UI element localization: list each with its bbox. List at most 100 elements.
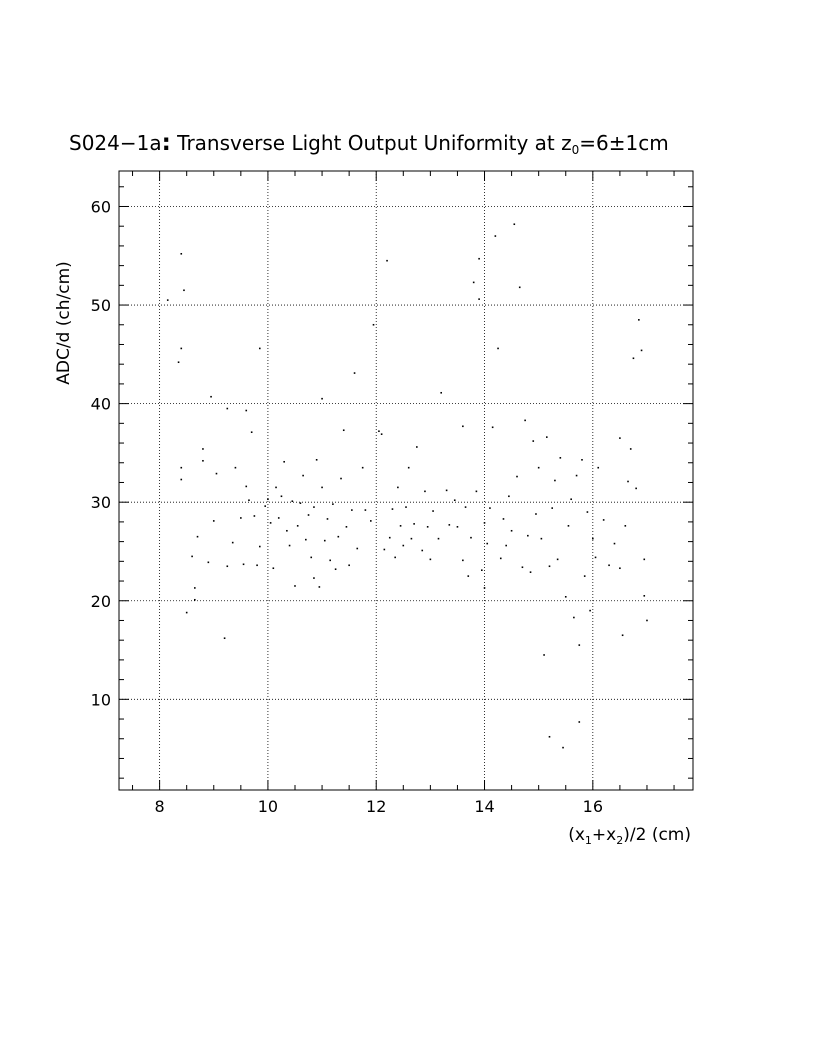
grid-lines [119,171,693,790]
data-point [245,409,248,412]
data-point [283,460,285,463]
data-point [494,235,497,237]
y-tick-label: 20 [91,592,111,611]
data-point [613,542,616,545]
data-point [275,486,277,489]
data-point [497,347,499,350]
data-point [191,555,193,558]
data-point [334,568,337,571]
data-point [643,558,646,561]
data-point [592,537,594,540]
data-points [166,223,648,749]
data-point [416,446,418,448]
data-point [397,486,399,489]
data-point [321,486,323,489]
data-point [296,525,299,527]
data-point [332,503,334,505]
data-point [288,544,291,547]
data-point [337,535,340,538]
data-point [318,586,321,588]
data-point [267,498,269,501]
y-tick-label: 60 [91,197,111,216]
data-point [302,474,304,477]
data-point [608,564,610,567]
data-point [508,495,510,498]
data-point [462,559,464,562]
data-point [234,466,237,469]
data-point [258,347,261,350]
data-point [453,499,456,502]
data-point [437,537,440,540]
data-point [567,525,570,527]
plot-frame [118,170,694,791]
data-point [280,495,283,498]
data-point [323,539,326,542]
data-point [223,637,226,640]
data-point [502,518,505,520]
data-point [562,746,564,749]
y-tick-label: 10 [91,690,111,709]
data-point [245,485,248,488]
data-point [510,529,513,532]
data-point [456,526,459,528]
data-point [516,475,518,478]
data-point [264,505,267,507]
data-point [619,567,621,570]
data-point [646,619,648,622]
data-point [537,466,540,469]
data-point [310,556,313,559]
data-point [372,323,375,326]
data-point [570,498,572,501]
data-point [253,515,256,517]
data-point [486,542,489,545]
x-tick-label: 16 [583,797,603,816]
data-point [564,596,567,598]
data-point [545,436,548,438]
data-point [307,514,310,516]
data-point [429,558,432,561]
x-tick-labels: 8 10 12 14 16 [155,797,603,816]
data-point [313,577,315,579]
data-point [231,541,234,544]
y-tick-labels: 10 20 30 40 50 60 [91,197,111,709]
data-point [248,499,250,502]
data-point [505,544,507,547]
data-point [635,487,637,490]
data-point [405,506,407,508]
x-tick-label: 12 [366,797,386,816]
data-point [472,281,475,284]
data-point [638,319,640,321]
data-point [399,525,402,527]
data-point [556,558,559,561]
data-point [554,479,556,482]
data-point [345,526,348,528]
data-point [329,559,331,562]
data-point [250,431,253,434]
data-point [578,721,581,723]
data-point [543,654,545,656]
data-point [548,735,551,738]
data-point [183,289,185,292]
data-point [166,299,169,301]
data-point [407,466,410,469]
data-point [448,524,451,526]
data-point [194,587,196,589]
data-point [578,644,581,646]
data-point [440,391,442,394]
data-point [640,349,643,352]
data-point [394,556,396,559]
data-point [315,459,318,461]
data-point [240,517,242,519]
data-point [619,437,621,439]
data-point [478,257,480,260]
data-point [294,585,296,587]
data-point [432,510,434,512]
data-point [388,536,391,539]
data-point [180,347,183,350]
data-point [624,525,627,527]
y-tick-label: 50 [91,296,111,315]
data-point [629,448,632,450]
data-point [445,489,448,492]
data-point [597,466,600,469]
data-point [551,507,554,509]
